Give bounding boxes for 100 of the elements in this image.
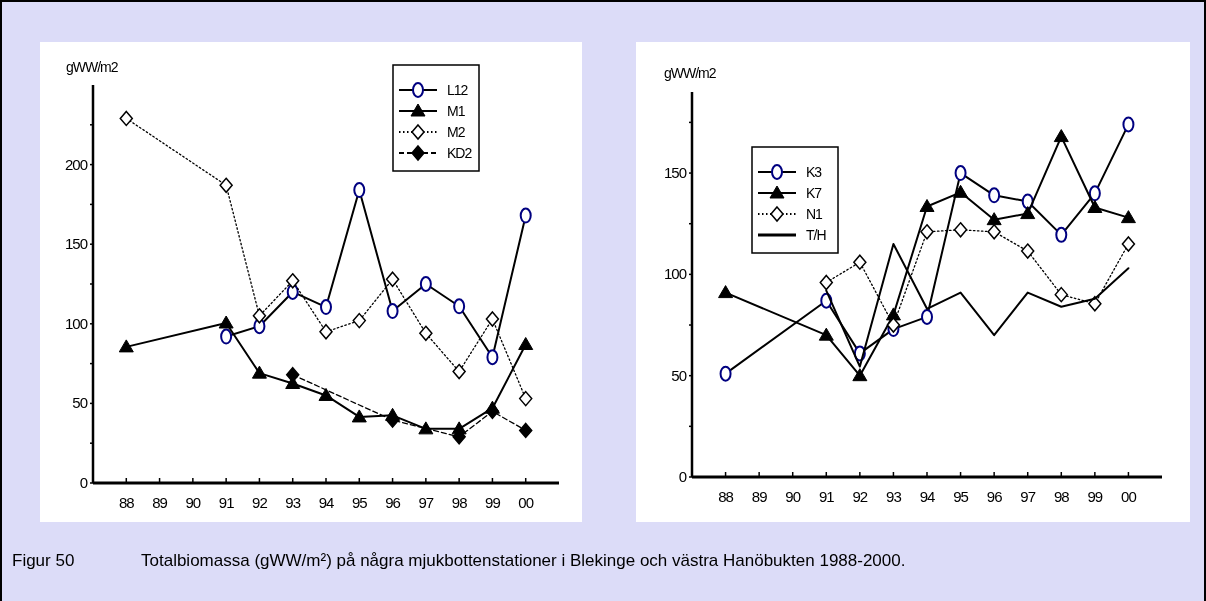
point (252, 308, 267, 324)
x-tick-label: 89 (152, 494, 168, 511)
legend-label: N1 (806, 206, 824, 222)
point (819, 274, 834, 291)
legend-label: M2 (447, 124, 466, 140)
y-tick-label: 200 (64, 155, 88, 173)
point (1020, 206, 1036, 220)
legend-label: M1 (447, 103, 466, 119)
point (986, 212, 1002, 226)
x-tick-label: 99 (1087, 488, 1103, 505)
x-tick-label: 92 (252, 494, 268, 511)
point (1121, 236, 1136, 252)
point (921, 308, 933, 325)
point (385, 271, 400, 287)
y-tick-label: 0 (79, 474, 88, 491)
point (218, 315, 234, 329)
point (988, 187, 1001, 204)
y-tick-label: 150 (64, 235, 88, 253)
point (386, 303, 399, 320)
point (418, 421, 434, 435)
point (485, 311, 500, 327)
x-tick-label: 00 (518, 494, 534, 511)
point (320, 299, 332, 316)
point (251, 365, 267, 379)
point (419, 325, 433, 342)
x-tick-label: 96 (986, 488, 1003, 505)
x-tick-label: 97 (1020, 488, 1036, 505)
point (1053, 129, 1069, 143)
legend-label: K7 (806, 185, 823, 201)
x-tick-label: 96 (385, 494, 401, 511)
x-tick-label: 88 (718, 488, 734, 505)
x-tick-label: 90 (785, 488, 801, 505)
x-tick-label: 94 (318, 494, 334, 511)
x-tick-label: 89 (751, 488, 768, 505)
x-tick-label: 95 (351, 494, 368, 511)
point (1054, 286, 1069, 303)
point (518, 422, 533, 439)
y-tick-label: 100 (64, 314, 88, 332)
point (486, 349, 499, 366)
x-tick-label: 88 (118, 494, 135, 511)
x-tick-label: 97 (418, 494, 434, 511)
y-tick-label: 50 (671, 366, 687, 384)
point (1088, 296, 1102, 312)
x-tick-label: 91 (218, 494, 235, 511)
point (119, 110, 134, 127)
point (719, 365, 732, 382)
point (1088, 185, 1101, 202)
point (452, 363, 466, 380)
legend-label: KD2 (447, 145, 473, 161)
point (1055, 226, 1068, 243)
point (285, 273, 300, 289)
y-tick-label: 100 (663, 265, 687, 283)
point (1120, 210, 1136, 224)
point (319, 324, 333, 340)
point (920, 224, 934, 240)
x-tick-label: 93 (285, 494, 301, 511)
x-tick-label: 92 (852, 488, 868, 505)
point (818, 327, 834, 341)
x-tick-label: 98 (1053, 488, 1070, 505)
x-tick-label: 95 (953, 488, 969, 505)
point (285, 366, 300, 383)
point (954, 165, 967, 182)
point (118, 339, 134, 353)
point (453, 298, 466, 315)
point (853, 254, 867, 270)
x-tick-label: 90 (185, 494, 201, 511)
point (518, 390, 533, 407)
x-tick-label: 99 (485, 494, 501, 511)
point (1087, 200, 1103, 213)
text: Figur 50 (12, 551, 75, 570)
point (519, 207, 532, 224)
point (852, 368, 868, 382)
point (419, 276, 432, 292)
point (1020, 243, 1035, 259)
point (518, 337, 534, 350)
x-tick-label: 93 (886, 488, 902, 505)
legend-label: L12 (447, 82, 469, 98)
point (220, 328, 233, 345)
y-tick-label: 50 (72, 394, 88, 412)
point (352, 312, 367, 329)
legend-label: T/H (806, 227, 826, 243)
x-tick-label: 00 (1121, 488, 1137, 505)
y-axis-title: gWW/m2 (664, 65, 717, 81)
point (953, 184, 969, 198)
point (351, 409, 367, 423)
legend-label: K3 (806, 164, 823, 180)
point (718, 285, 734, 299)
point (1122, 116, 1135, 133)
point (353, 182, 366, 199)
x-tick-label: 91 (818, 488, 835, 505)
y-tick-label: 0 (678, 468, 687, 485)
y-axis-title: gWW/m2 (66, 59, 119, 75)
y-tick-label: 150 (663, 164, 687, 182)
point (318, 387, 334, 401)
point (219, 177, 233, 194)
point (886, 317, 901, 333)
text: Totalbiomassa (gWW/m²) på några mjukbottenstationer i Blekinge och västra Hanöbukten 1988-2000. (141, 551, 906, 570)
point (987, 224, 1001, 240)
x-tick-label: 94 (919, 488, 935, 505)
point (953, 222, 968, 238)
